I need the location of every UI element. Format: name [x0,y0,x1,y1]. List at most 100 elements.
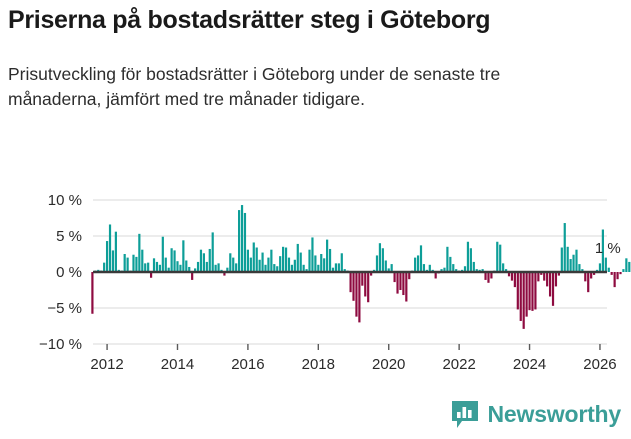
bar [208,248,211,272]
bar [387,268,390,272]
bar [502,263,505,272]
y-axis-label: 5 % [56,228,82,245]
y-axis-labels: 10 % 5 % 0 % −5 % −10 % [39,192,82,353]
bar [625,258,628,272]
bar [522,272,525,329]
bar [378,243,382,272]
bar [302,264,305,272]
x-axis-label: 2016 [231,356,264,373]
bar [563,223,566,272]
bar [499,244,502,272]
bar [446,246,449,272]
bar [428,264,431,272]
bar [205,261,208,272]
bar [352,272,355,301]
bar [141,249,144,272]
bar [557,272,560,276]
bar [504,269,508,272]
bar [91,272,94,314]
bar [569,259,572,272]
bar [469,248,472,272]
bar [419,245,423,272]
bar [361,272,364,286]
bar [191,272,194,280]
bar [619,272,622,275]
bar [170,248,173,272]
bar [179,264,182,272]
bar [217,263,220,272]
bar [108,224,112,272]
bar [185,260,188,272]
bar [592,272,596,275]
bar [314,255,317,272]
bar [560,247,563,272]
annotation-label: 1 % [595,240,621,257]
bar [255,247,258,272]
bar [507,272,511,277]
bar [132,254,135,272]
x-axis-labels: 2012 2014 2016 2018 2020 2022 2024 2026 [90,356,616,373]
bar [393,272,396,283]
bar [284,247,288,272]
y-axis-label: 0 % [56,264,82,281]
bar [103,262,106,272]
x-axis-label: 2020 [372,356,405,373]
bar [328,248,332,272]
bar [484,272,487,280]
bar [452,264,455,272]
bar [367,272,370,303]
bar [164,257,167,272]
bar [252,242,255,272]
x-axis-label: 2026 [583,356,616,373]
bar [496,241,499,272]
bar [566,246,569,272]
newsworthy-logo: Newsworthy [450,397,621,431]
bar [584,272,587,282]
bar [463,266,467,272]
bar [326,239,329,272]
bar [331,267,335,272]
bar [531,272,534,311]
bar [537,272,540,282]
bar [548,272,552,297]
x-axis-label: 2014 [161,356,194,373]
bar-series [91,205,631,329]
bar [414,257,417,272]
bar [240,205,244,272]
bar [364,272,367,297]
x-axis-ticks [106,344,601,350]
bar [317,264,320,272]
bar [355,272,358,317]
bar [305,269,308,272]
page-title: Priserna på bostadsrätter steg i Götebor… [8,6,491,34]
bar [188,266,191,272]
bar [590,272,593,279]
bar [572,254,575,272]
bar [235,263,238,272]
bar [214,264,217,272]
bar [173,250,176,272]
bar [202,253,205,272]
bar [622,269,625,272]
bar [402,272,405,296]
bar [455,269,458,272]
bar [243,212,247,272]
y-axis-label: −5 % [47,300,82,317]
bar [519,272,522,321]
bar [516,272,519,310]
bar [543,272,546,281]
bar [211,232,214,272]
bar [370,272,373,276]
y-axis-label: 10 % [48,192,82,209]
bar [287,257,291,272]
bar [199,249,203,272]
bar [472,261,475,272]
bar [481,269,484,272]
x-axis-label: 2012 [90,356,123,373]
bar [161,236,164,272]
bar [223,272,226,276]
bar [123,254,126,272]
bar [604,257,607,272]
bar [144,263,147,272]
bar [308,249,311,272]
